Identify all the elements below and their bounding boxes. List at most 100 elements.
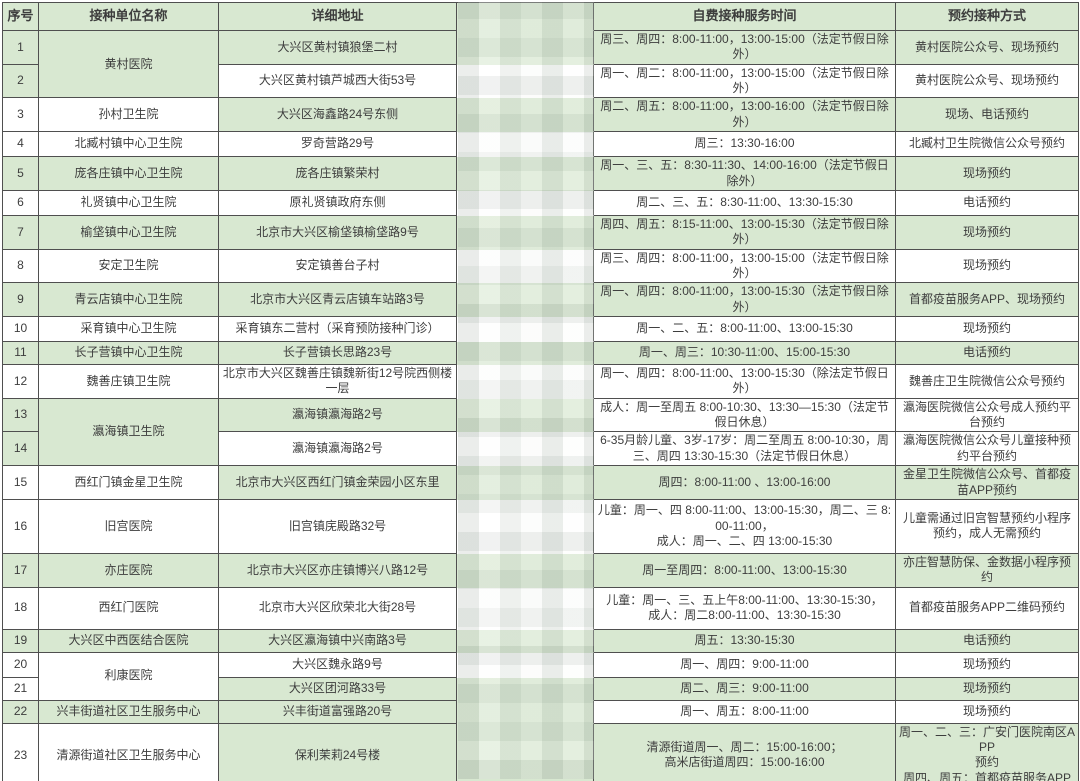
unit-name-cell: 魏善庄镇卫生院 — [39, 365, 219, 399]
seq-cell: 15 — [3, 466, 39, 500]
header-row: 序号 接种单位名称 详细地址 自费接种服务时间 预约接种方式 — [3, 3, 1079, 31]
seq-cell: 16 — [3, 499, 39, 554]
table-row: 3 孙村卫生院 大兴区海鑫路24号东侧 周二、周五：8:00-11:00，13:… — [3, 98, 1079, 133]
blurred-phone-cell — [457, 317, 594, 343]
seq-cell: 11 — [3, 342, 39, 366]
blurred-phone-cell — [457, 700, 594, 724]
seq-cell: 10 — [3, 317, 39, 343]
service-time-cell: 周二、周五：8:00-11:00，13:00-16:00（法定节假日除外） — [594, 98, 896, 133]
unit-name-cell: 采育镇中心卫生院 — [39, 317, 219, 343]
table-row: 16 旧宫医院 旧宫镇庑殿路32号 儿童：周一、四 8:00-11:00、13:… — [3, 499, 1079, 554]
booking-method-cell: 电话预约 — [896, 190, 1079, 216]
seq-cell: 19 — [3, 629, 39, 653]
unit-name-cell: 北臧村镇中心卫生院 — [39, 132, 219, 158]
blurred-phone-cell — [457, 677, 594, 701]
table-row: 18 西红门医院 北京市大兴区欣荣北大街28号 儿童：周一、三、五上午8:00-… — [3, 587, 1079, 630]
booking-method-cell: 现场预约 — [896, 652, 1079, 678]
table-row: 14 瀛海镇瀛海路2号 6-35月龄儿童、3岁-17岁：周二至周五 8:00-1… — [3, 432, 1079, 467]
unit-name-cell: 礼贤镇中心卫生院 — [39, 190, 219, 216]
seq-cell: 21 — [3, 677, 39, 701]
service-time-cell: 周一、周二：8:00-11:00，13:00-15:00（法定节假日除外） — [594, 64, 896, 99]
table-row: 15 西红门镇金星卫生院 北京市大兴区西红门镇金荣园小区东里 周四：8:00-1… — [3, 466, 1079, 500]
booking-method-cell: 儿童需通过旧宫智慧预约小程序预约，成人无需预约 — [896, 499, 1079, 554]
address-cell: 北京市大兴区西红门镇金荣园小区东里 — [219, 466, 457, 500]
service-time-cell: 儿童：周一、四 8:00-11:00、13:00-15:30，周二、三 8:00… — [594, 499, 896, 554]
address-cell: 罗奇营路29号 — [219, 132, 457, 158]
blurred-phone-cell — [457, 98, 594, 133]
service-time-cell: 周三：13:30-16:00 — [594, 132, 896, 158]
service-time-cell: 6-35月龄儿童、3岁-17岁：周二至周五 8:00-10:30，周三、周四 1… — [594, 432, 896, 467]
table-row: 19 大兴区中西医结合医院 大兴区瀛海镇中兴南路3号 周五：13:30-15:3… — [3, 629, 1079, 653]
blurred-phone-cell — [457, 190, 594, 216]
seq-cell: 2 — [3, 64, 39, 99]
blurred-phone-cell — [457, 723, 594, 781]
table-row: 9 青云店镇中心卫生院 北京市大兴区青云店镇车站路3号 周一、周四：8:00-1… — [3, 283, 1079, 318]
blurred-phone-cell — [457, 342, 594, 366]
address-cell: 北京市大兴区亦庄镇博兴八路12号 — [219, 553, 457, 588]
unit-name-cell: 黄村医院 — [39, 31, 219, 99]
service-time-cell: 清源街道周一、周二：15:00-16:00； 高米店街道周四：15:00-16:… — [594, 723, 896, 781]
service-time-cell: 周五：13:30-15:30 — [594, 629, 896, 653]
table-row: 20 利康医院 大兴区魏永路9号 周一、周四：9:00-11:00 现场预约 — [3, 652, 1079, 701]
header-unit-name: 接种单位名称 — [39, 3, 219, 31]
blurred-phone-cell — [457, 499, 594, 554]
address-cell: 大兴区团河路33号 — [219, 677, 457, 701]
address-cell: 采育镇东二营村（采育预防接种门诊） — [219, 317, 457, 343]
address-cell: 瀛海镇瀛海路2号 — [219, 432, 457, 467]
booking-method-cell: 魏善庄卫生院微信公众号预约 — [896, 365, 1079, 399]
unit-name-cell: 大兴区中西医结合医院 — [39, 629, 219, 653]
unit-name-cell: 榆垡镇中心卫生院 — [39, 215, 219, 250]
blurred-phone-cell — [457, 157, 594, 191]
blurred-phone-cell — [457, 466, 594, 500]
blurred-phone-cell — [457, 283, 594, 318]
booking-method-cell: 北臧村卫生院微信公众号预约 — [896, 132, 1079, 158]
blurred-phone-cell — [457, 64, 594, 99]
address-cell: 大兴区魏永路9号 — [219, 652, 457, 678]
unit-name-cell: 兴丰街道社区卫生服务中心 — [39, 700, 219, 724]
service-time-cell: 周一、三、五：8:30-11:30、14:00-16:00（法定节假日除外） — [594, 157, 896, 191]
service-time-cell: 周一、周五：8:00-11:00 — [594, 700, 896, 724]
address-cell: 北京市大兴区榆垡镇榆垡路9号 — [219, 215, 457, 250]
seq-cell: 12 — [3, 365, 39, 399]
address-cell: 保利茉莉24号楼 — [219, 723, 457, 781]
table-row: 17 亦庄医院 北京市大兴区亦庄镇博兴八路12号 周一至周四：8:00-11:0… — [3, 553, 1079, 588]
booking-method-cell: 黄村医院公众号、现场预约 — [896, 64, 1079, 99]
seq-cell: 5 — [3, 157, 39, 191]
header-address: 详细地址 — [219, 3, 457, 31]
seq-cell: 6 — [3, 190, 39, 216]
service-time-cell: 周一、周三：10:30-11:00、15:00-15:30 — [594, 342, 896, 366]
unit-name-cell: 安定卫生院 — [39, 249, 219, 284]
booking-method-cell: 黄村医院公众号、现场预约 — [896, 31, 1079, 65]
pixelated-censor-overlay — [458, 2, 594, 779]
blurred-phone-cell — [457, 553, 594, 588]
table-row: 4 北臧村镇中心卫生院 罗奇营路29号 周三：13:30-16:00 北臧村卫生… — [3, 132, 1079, 158]
blurred-phone-cell — [457, 215, 594, 250]
booking-method-cell: 电话预约 — [896, 342, 1079, 366]
blurred-phone-cell — [457, 365, 594, 399]
service-time-cell: 儿童：周一、三、五上午8:00-11:00、13:30-15:30， 成人：周二… — [594, 587, 896, 630]
address-cell: 北京市大兴区魏善庄镇魏新街12号院西侧楼一层 — [219, 365, 457, 399]
booking-method-cell: 亦庄智慧防保、金数据小程序预约 — [896, 553, 1079, 588]
address-cell: 旧宫镇庑殿路32号 — [219, 499, 457, 554]
blurred-phone-cell — [457, 398, 594, 433]
unit-name-cell: 旧宫医院 — [39, 499, 219, 554]
service-time-cell: 周一、周四：8:00-11:00，13:00-15:30（法定节假日除外） — [594, 283, 896, 318]
table-row: 10 采育镇中心卫生院 采育镇东二营村（采育预防接种门诊） 周一、二、五：8:0… — [3, 317, 1079, 343]
unit-name-cell: 利康医院 — [39, 652, 219, 701]
table-row: 7 榆垡镇中心卫生院 北京市大兴区榆垡镇榆垡路9号 周四、周五：8:15-11:… — [3, 215, 1079, 250]
seq-cell: 13 — [3, 398, 39, 433]
booking-method-cell: 周一、二、三：广安门医院南区APP 预约 周四、周五：首都疫苗服务APP — [896, 723, 1079, 781]
service-time-cell: 周二、三、五：8:30-11:00、13:30-15:30 — [594, 190, 896, 216]
table-row: 12 魏善庄镇卫生院 北京市大兴区魏善庄镇魏新街12号院西侧楼一层 周一、周四：… — [3, 365, 1079, 399]
header-blurred-phone — [457, 3, 594, 31]
address-cell: 兴丰街道富强路20号 — [219, 700, 457, 724]
service-time-cell: 周一、周四：8:00-11:00、13:00-15:30（除法定节假日外） — [594, 365, 896, 399]
address-cell: 北京市大兴区青云店镇车站路3号 — [219, 283, 457, 318]
service-time-cell: 周一至周四：8:00-11:00、13:00-15:30 — [594, 553, 896, 588]
unit-name-cell: 孙村卫生院 — [39, 98, 219, 133]
seq-cell: 7 — [3, 215, 39, 250]
unit-name-cell: 青云店镇中心卫生院 — [39, 283, 219, 318]
seq-cell: 14 — [3, 432, 39, 467]
